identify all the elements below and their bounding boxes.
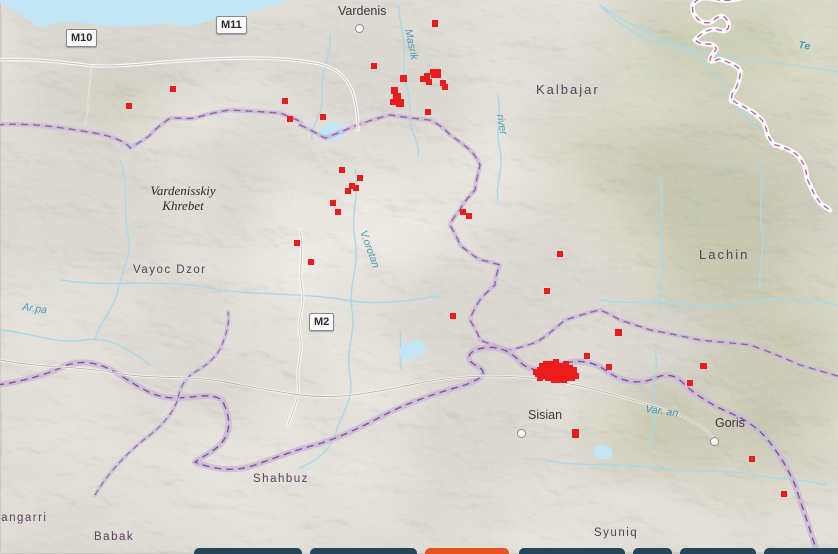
svg-text:river: river	[494, 113, 509, 136]
svg-text:Ar.pa: Ar.pa	[21, 301, 48, 316]
svg-text:Var. an: Var. an	[645, 403, 680, 420]
svg-text:Masrik: Masrik	[402, 28, 420, 61]
svg-text:V.orotan: V.orotan	[357, 229, 382, 270]
svg-text:Te: Te	[798, 39, 812, 53]
